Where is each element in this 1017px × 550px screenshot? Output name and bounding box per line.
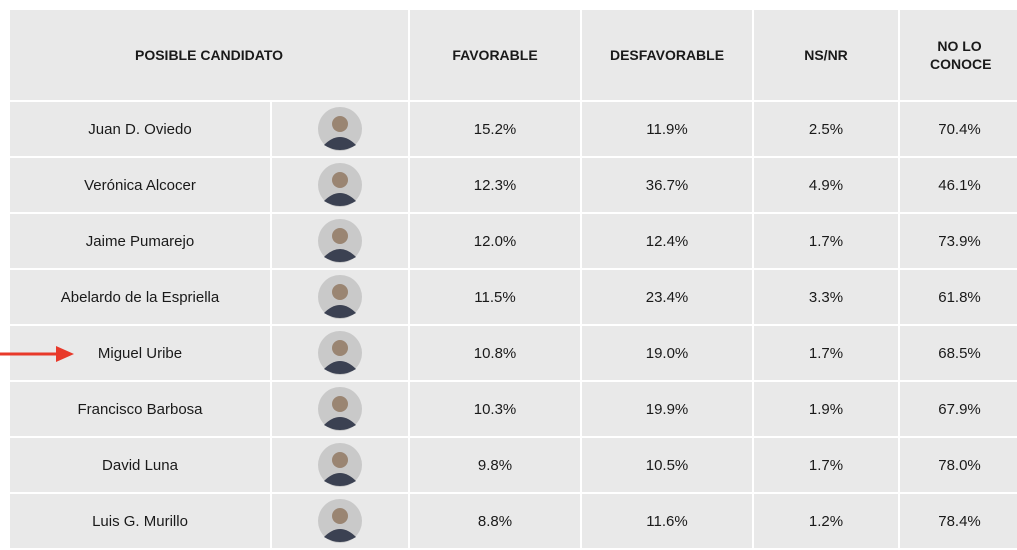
photo-cell <box>272 494 409 548</box>
percentage-cell: 11.9% <box>582 102 753 156</box>
column-header: NS/NR <box>754 10 899 100</box>
column-header: NO LO CONOCE <box>900 10 1017 100</box>
candidate-name: David Luna <box>10 438 270 492</box>
percentage-cell: 12.0% <box>410 214 581 268</box>
percentage-cell: 73.9% <box>900 214 1017 268</box>
percentage-cell: 12.4% <box>582 214 753 268</box>
percentage-cell: 23.4% <box>582 270 753 324</box>
percentage-cell: 10.8% <box>410 326 581 380</box>
percentage-cell: 46.1% <box>900 158 1017 212</box>
table-row: Juan D. Oviedo 15.2% 11.9% 2.5% 70.4% <box>10 102 1017 156</box>
percentage-cell: 36.7% <box>582 158 753 212</box>
candidate-name: Miguel Uribe <box>10 326 270 380</box>
percentage-cell: 19.9% <box>582 382 753 436</box>
percentage-cell: 10.5% <box>582 438 753 492</box>
percentage-cell: 19.0% <box>582 326 753 380</box>
percentage-cell: 67.9% <box>900 382 1017 436</box>
photo-cell <box>272 214 409 268</box>
photo-cell <box>272 158 409 212</box>
candidate-photo <box>318 499 362 543</box>
table-row: Verónica Alcocer 12.3% 36.7% 4.9% 46.1% <box>10 158 1017 212</box>
candidate-photo <box>318 443 362 487</box>
percentage-cell: 70.4% <box>900 102 1017 156</box>
photo-cell <box>272 438 409 492</box>
table-row: Abelardo de la Espriella 11.5% 23.4% 3.3% 61… <box>10 270 1017 324</box>
percentage-cell: 1.7% <box>754 214 899 268</box>
photo-cell <box>272 270 409 324</box>
candidate-photo <box>318 275 362 319</box>
candidate-name: Francisco Barbosa <box>10 382 270 436</box>
percentage-cell: 9.8% <box>410 438 581 492</box>
percentage-cell: 61.8% <box>900 270 1017 324</box>
percentage-cell: 2.5% <box>754 102 899 156</box>
table-body: Juan D. Oviedo 15.2% 11.9% 2.5% 70.4% Verónic… <box>10 102 1017 548</box>
candidate-name: Luis G. Murillo <box>10 494 270 548</box>
photo-cell <box>272 102 409 156</box>
candidate-name: Verónica Alcocer <box>10 158 270 212</box>
table-row: Luis G. Murillo 8.8% 11.6% 1.2% 78.4% <box>10 494 1017 548</box>
percentage-cell: 3.3% <box>754 270 899 324</box>
percentage-cell: 78.0% <box>900 438 1017 492</box>
percentage-cell: 10.3% <box>410 382 581 436</box>
percentage-cell: 1.7% <box>754 326 899 380</box>
column-header: POSIBLE CANDIDATO <box>10 10 409 100</box>
results-table: POSIBLE CANDIDATO FAVORABLE DESFAVORABLE… <box>8 8 1017 550</box>
percentage-cell: 15.2% <box>410 102 581 156</box>
table-row: Francisco Barbosa 10.3% 19.9% 1.9% 67.9% <box>10 382 1017 436</box>
candidate-name: Abelardo de la Espriella <box>10 270 270 324</box>
candidate-name: Jaime Pumarejo <box>10 214 270 268</box>
column-header: DESFAVORABLE <box>582 10 753 100</box>
candidate-name: Juan D. Oviedo <box>10 102 270 156</box>
percentage-cell: 4.9% <box>754 158 899 212</box>
percentage-cell: 1.7% <box>754 438 899 492</box>
percentage-cell: 11.5% <box>410 270 581 324</box>
table-row: David Luna 9.8% 10.5% 1.7% 78.0% <box>10 438 1017 492</box>
candidate-photo <box>318 331 362 375</box>
highlight-arrow <box>0 346 74 362</box>
percentage-cell: 11.6% <box>582 494 753 548</box>
percentage-cell: 1.9% <box>754 382 899 436</box>
photo-cell <box>272 326 409 380</box>
table-row: Miguel Uribe 10.8% 19.0% 1.7% 68.5% <box>10 326 1017 380</box>
percentage-cell: 78.4% <box>900 494 1017 548</box>
candidate-photo <box>318 219 362 263</box>
percentage-cell: 12.3% <box>410 158 581 212</box>
candidate-photo <box>318 107 362 151</box>
table-row: Jaime Pumarejo 12.0% 12.4% 1.7% 73.9% <box>10 214 1017 268</box>
percentage-cell: 1.2% <box>754 494 899 548</box>
photo-cell <box>272 382 409 436</box>
percentage-cell: 68.5% <box>900 326 1017 380</box>
candidate-photo <box>318 163 362 207</box>
percentage-cell: 8.8% <box>410 494 581 548</box>
header-row: POSIBLE CANDIDATO FAVORABLE DESFAVORABLE… <box>10 10 1017 100</box>
column-header: FAVORABLE <box>410 10 581 100</box>
candidate-photo <box>318 387 362 431</box>
